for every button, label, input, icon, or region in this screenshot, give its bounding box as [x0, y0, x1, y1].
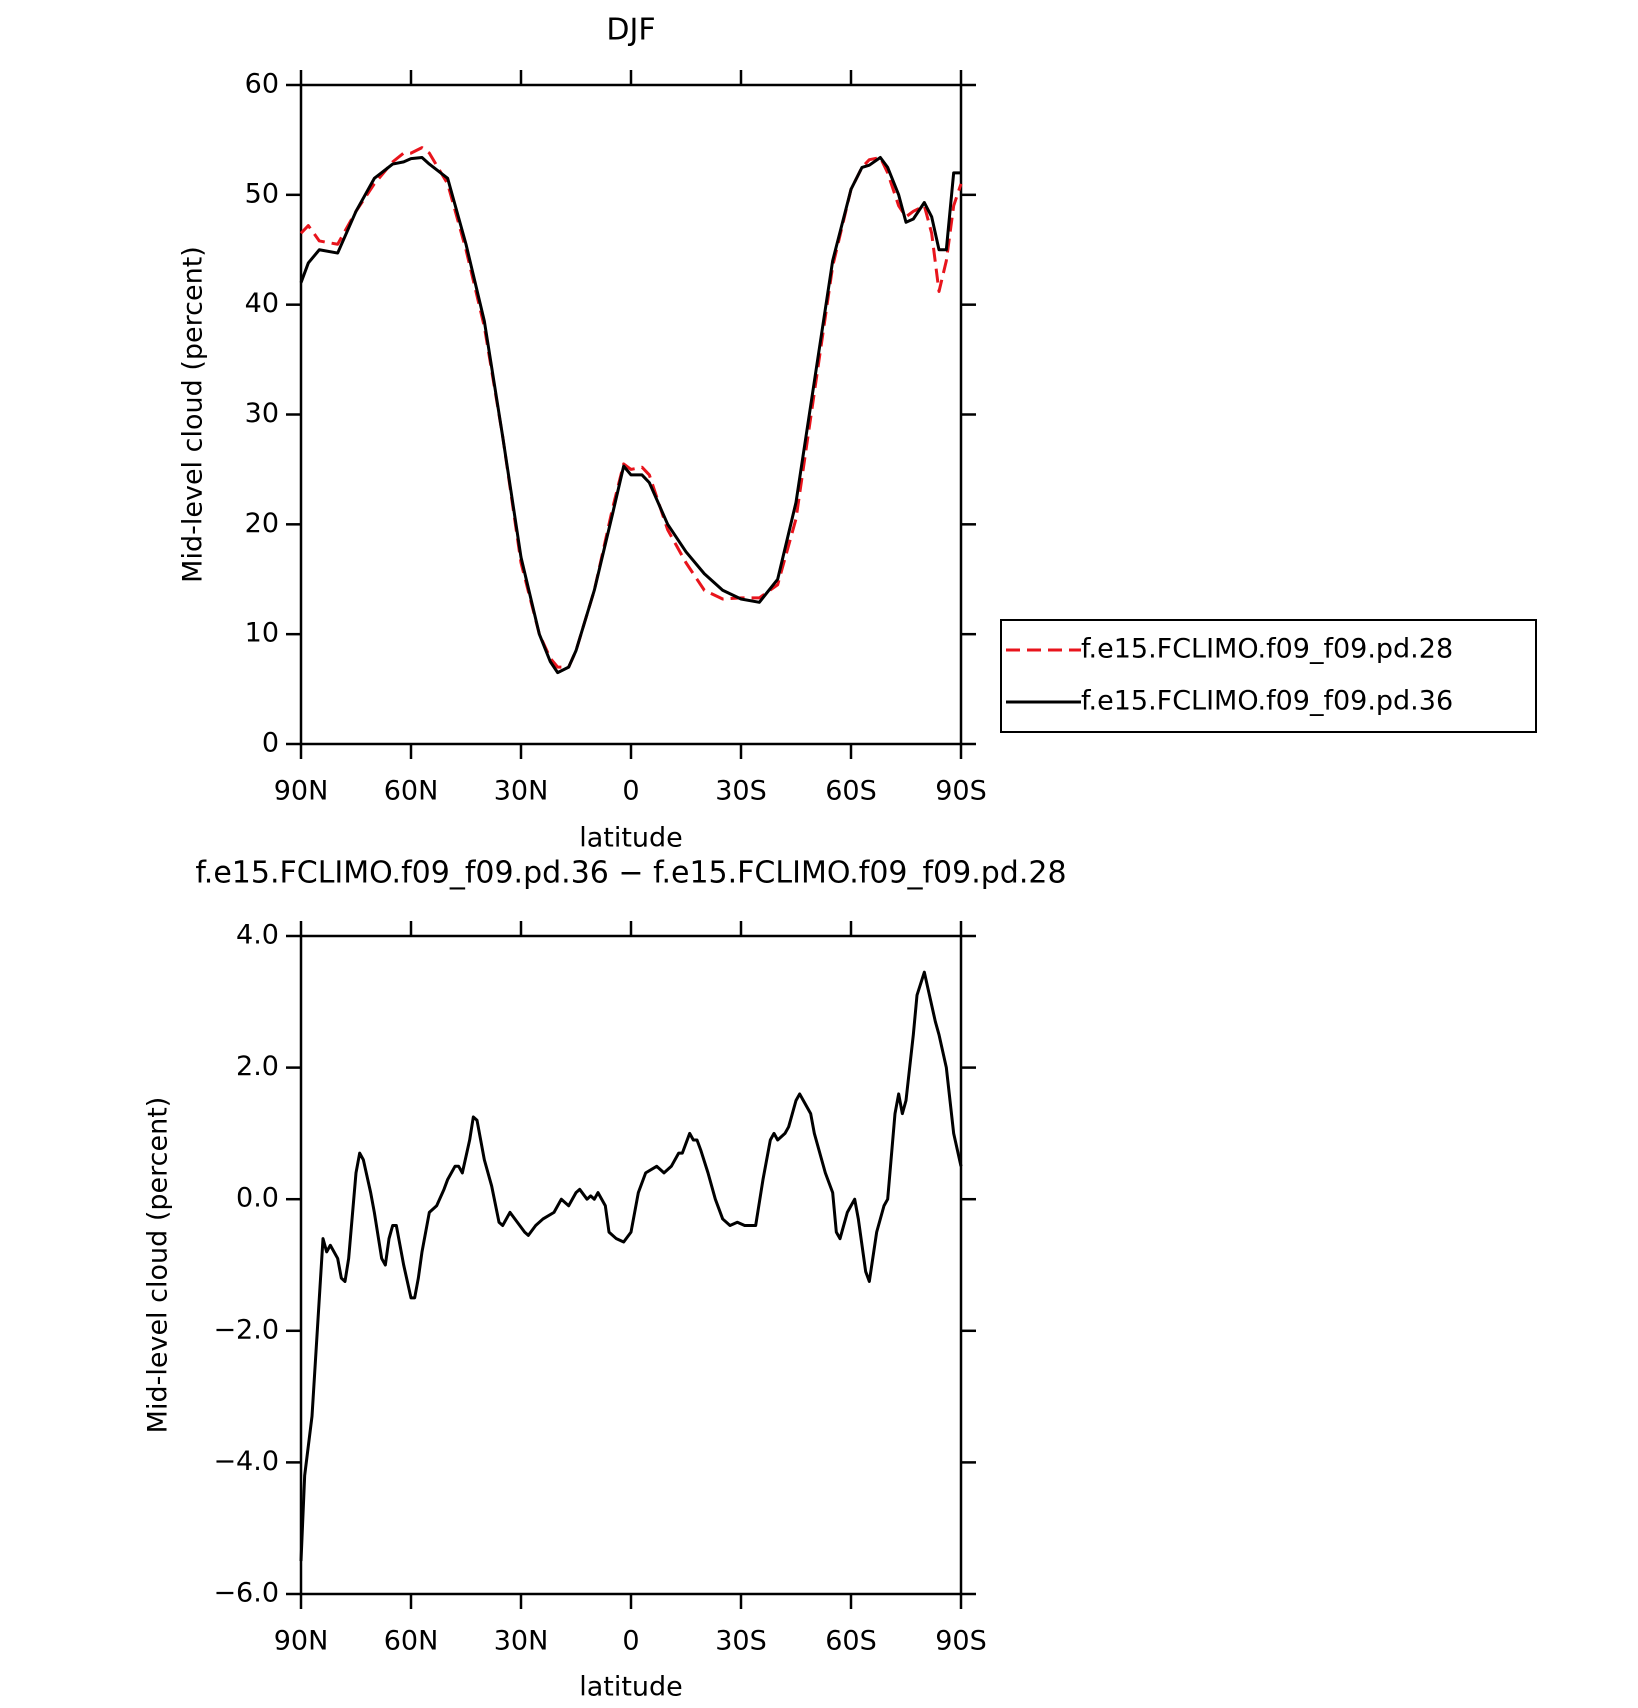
- y-axis-label: Mid-level cloud (percent): [178, 246, 209, 583]
- x-tick-label: 0: [622, 1626, 639, 1657]
- x-tick-label: 60N: [384, 776, 439, 807]
- x-tick-label: 90N: [274, 776, 329, 807]
- series-line: [299, 155, 961, 675]
- data-line: [299, 970, 963, 1562]
- y-tick-label: 0.0: [236, 1183, 279, 1214]
- x-tick-label: 90S: [935, 776, 987, 807]
- x-tick-label: 60S: [825, 1626, 877, 1657]
- x-tick-label: 90N: [274, 1626, 329, 1657]
- x-tick-label: 60S: [825, 776, 877, 807]
- plot-frame: [299, 83, 963, 746]
- legend-box: [1000, 619, 1537, 733]
- x-axis-label: latitude: [579, 1672, 683, 1703]
- chart-title: DJF: [606, 13, 655, 48]
- legend-label: f.e15.FCLIMO.f09_f09.pd.36: [1081, 686, 1453, 717]
- x-tick-label: 60N: [384, 1626, 439, 1657]
- x-tick-label: 0: [622, 776, 639, 807]
- y-tick-label: −6.0: [213, 1578, 279, 1609]
- plot-frame: [299, 934, 963, 1596]
- x-tick-label: 30S: [715, 776, 767, 807]
- x-tick-label: 30S: [715, 1626, 767, 1657]
- y-tick-label: 30: [245, 398, 279, 429]
- y-tick-label: −2.0: [213, 1314, 279, 1345]
- y-tick-label: 0: [262, 728, 279, 759]
- x-tick-label: 90S: [935, 1626, 987, 1657]
- y-tick-label: 10: [245, 618, 279, 649]
- x-axis-label: latitude: [579, 823, 683, 854]
- y-tick-label: 4.0: [236, 920, 279, 951]
- chart-title: f.e15.FCLIMO.f09_f09.pd.36 − f.e15.FCLIM…: [195, 856, 1066, 891]
- y-tick-label: 40: [245, 288, 279, 319]
- x-tick-label: 30N: [494, 776, 549, 807]
- y-tick-label: 2.0: [236, 1051, 279, 1082]
- y-tick-label: −4.0: [213, 1446, 279, 1477]
- legend-label: f.e15.FCLIMO.f09_f09.pd.28: [1081, 634, 1453, 665]
- series-line: [299, 146, 963, 669]
- y-axis-label: Mid-level cloud (percent): [143, 1097, 174, 1434]
- y-tick-label: 20: [245, 508, 279, 539]
- y-tick-label: 60: [245, 69, 279, 100]
- x-tick-label: 30N: [494, 1626, 549, 1657]
- y-tick-label: 50: [245, 178, 279, 209]
